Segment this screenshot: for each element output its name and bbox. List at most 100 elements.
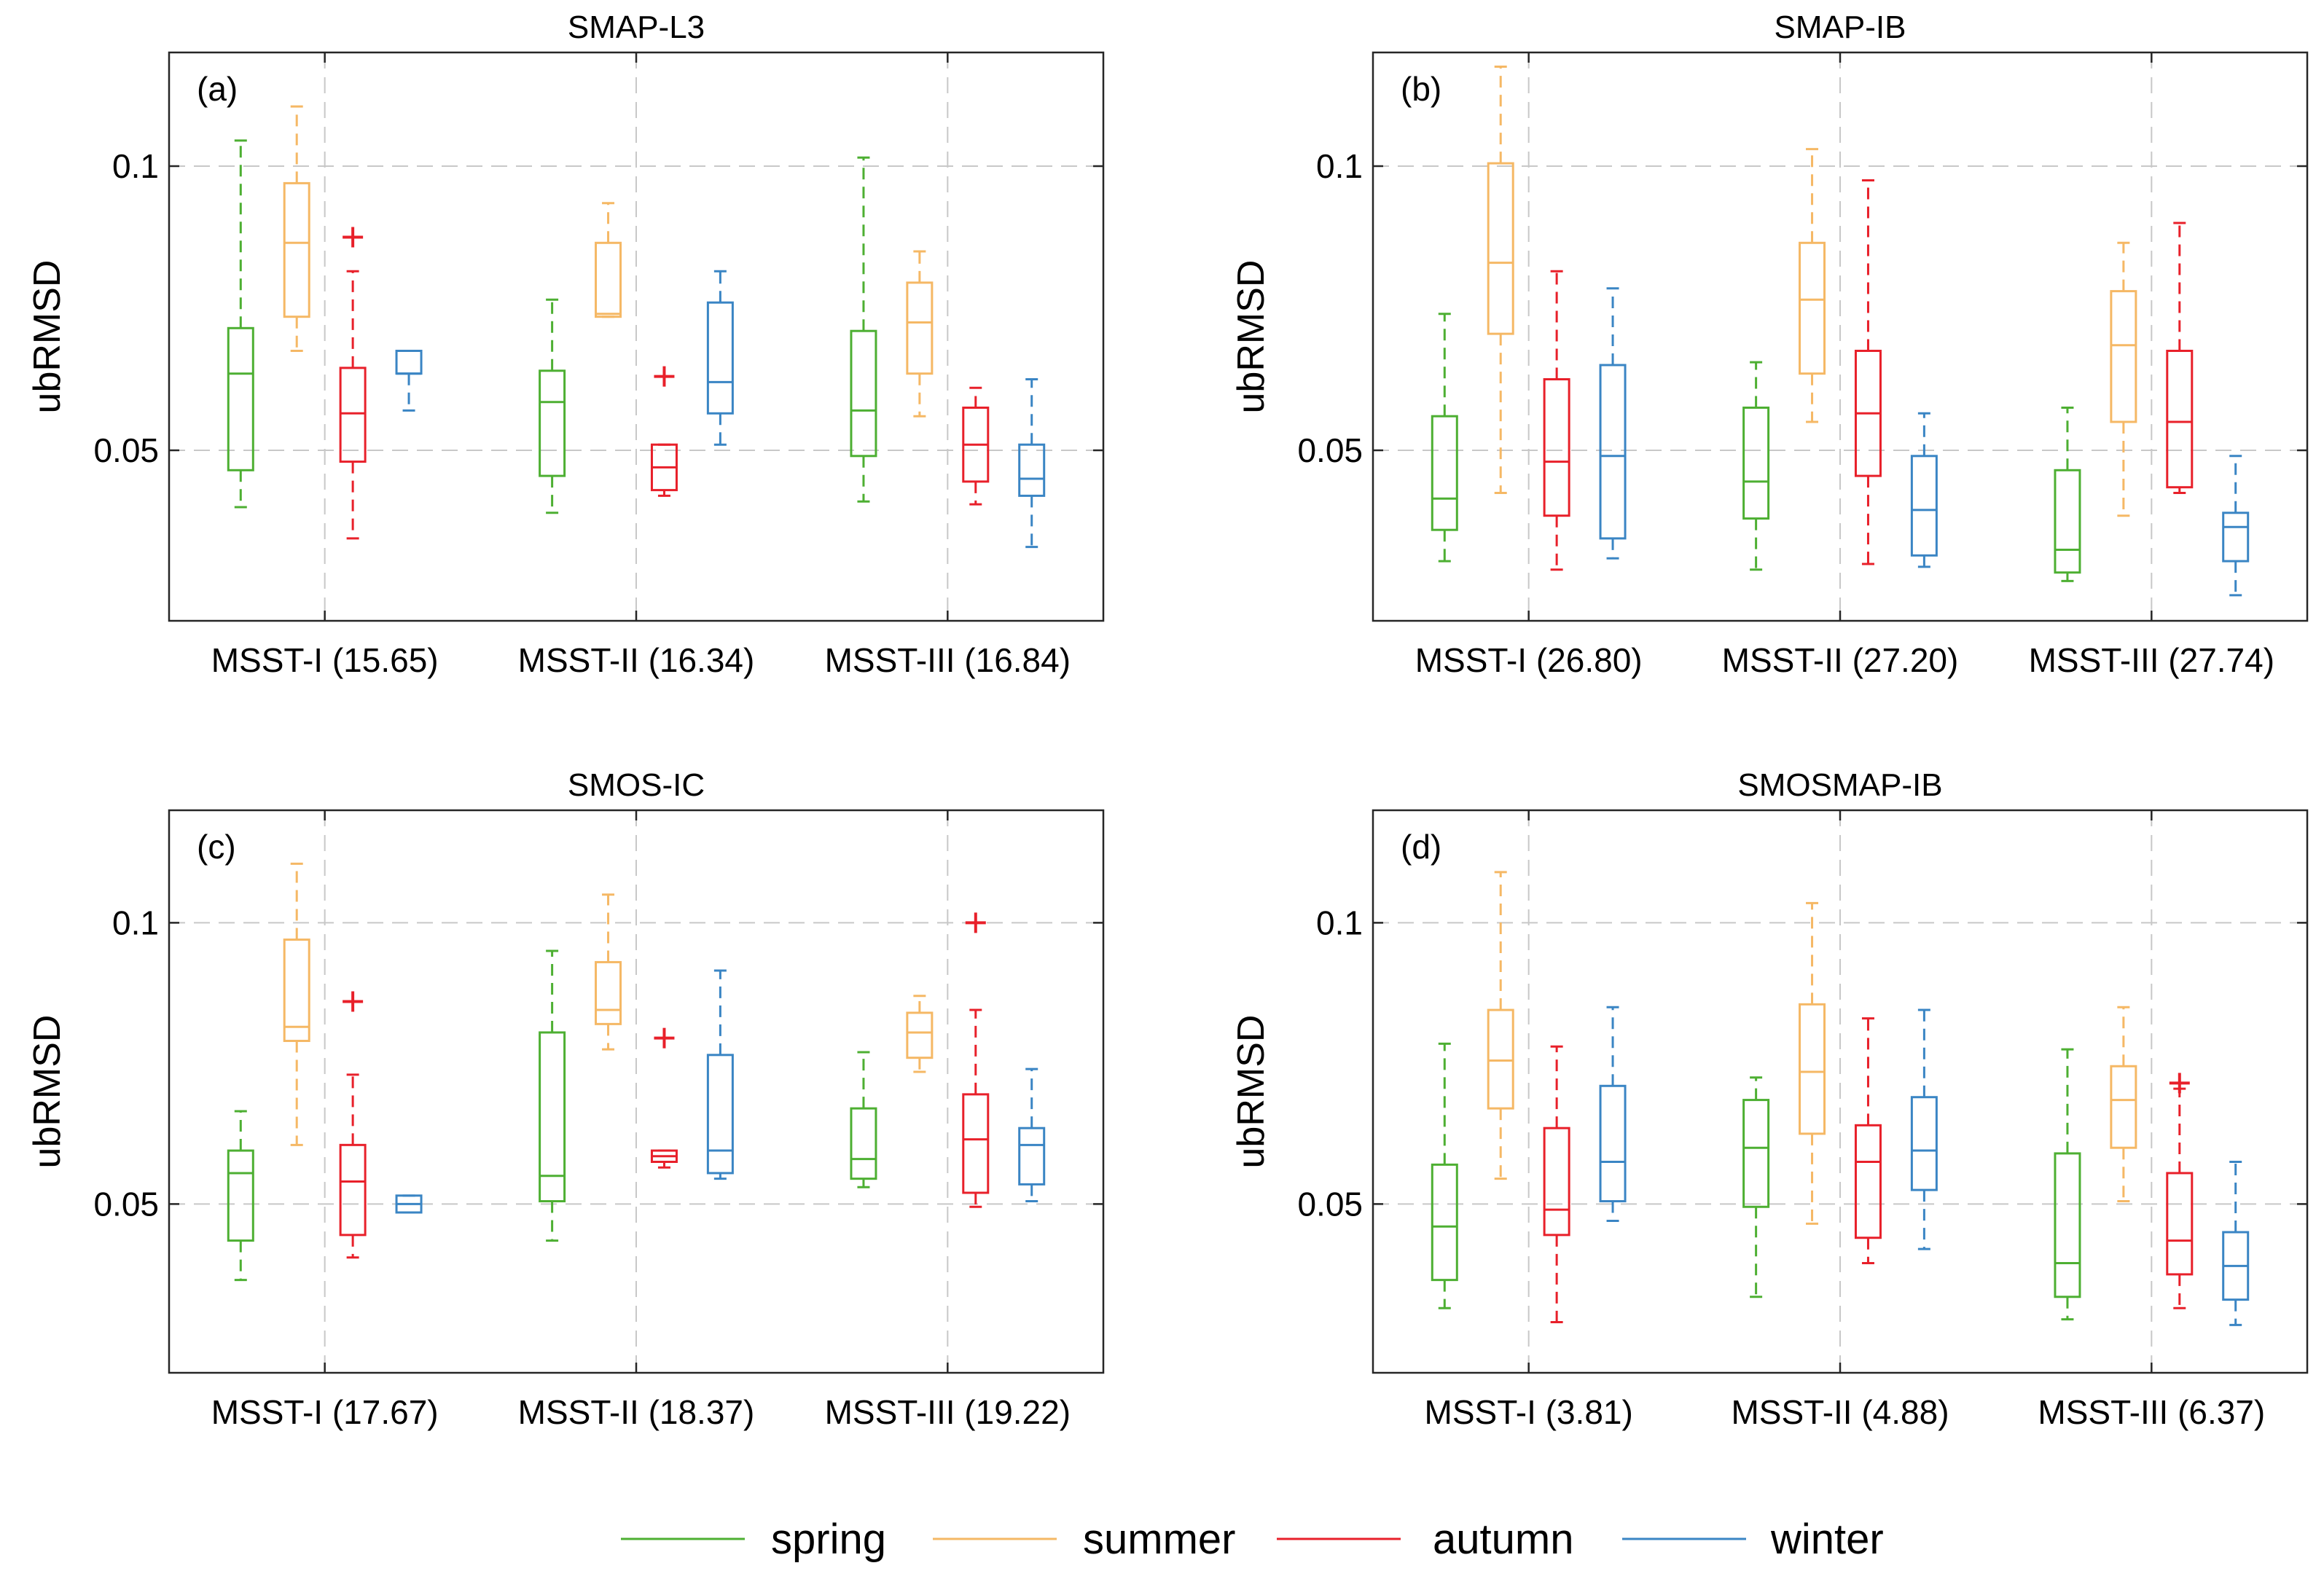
box-spring-3 <box>850 156 877 503</box>
box-spring-3 <box>850 1051 877 1188</box>
box-autumn-2 <box>1854 179 1882 565</box>
box-iqr <box>1487 162 1514 335</box>
ytick-label-2: 0.1 <box>1316 904 1363 941</box>
box-iqr <box>1543 1127 1570 1237</box>
ytick-label-1: 0.05 <box>1297 1185 1363 1223</box>
box-iqr <box>1487 1008 1514 1110</box>
box-iqr <box>339 367 367 463</box>
y-axis-label: ubRMSD <box>1230 1015 1272 1169</box>
box-autumn-2 <box>650 366 678 497</box>
panel-label: (b) <box>1401 70 1441 108</box>
box-summer-3 <box>906 995 934 1073</box>
box-spring-1 <box>227 1110 254 1282</box>
box-iqr <box>227 326 254 471</box>
box-winter-3 <box>1018 1067 1046 1203</box>
box-winter-3 <box>2222 455 2250 597</box>
box-iqr <box>1910 1096 1938 1191</box>
category-label-2: MSST-II (27.20) <box>1722 641 1959 679</box>
box-summer-1 <box>1487 871 1514 1180</box>
category-label-3: MSST-III (16.84) <box>825 641 1071 679</box>
panel-title: SMAP-L3 <box>568 9 705 45</box>
box-iqr <box>2110 1065 2137 1149</box>
box-iqr <box>1599 364 1627 540</box>
box-autumn-1 <box>1543 270 1570 571</box>
category-label-3: MSST-III (19.22) <box>825 1393 1071 1431</box>
outlier-1 <box>654 366 675 387</box>
box-summer-3 <box>906 250 934 418</box>
y-axis-label: ubRMSD <box>1230 260 1272 414</box>
box-iqr <box>2054 1152 2081 1298</box>
box-winter-2 <box>1910 412 1938 568</box>
box-autumn-2 <box>1854 1017 1882 1264</box>
box-summer-2 <box>595 893 622 1051</box>
category-label-1: MSST-I (3.81) <box>1425 1393 1633 1431</box>
box-iqr <box>1854 1124 1882 1239</box>
legend-label-winter: winter <box>1770 1516 1884 1563</box>
outlier-1 <box>343 227 364 248</box>
box-summer-2 <box>1799 901 1826 1225</box>
outlier-1 <box>965 912 986 933</box>
box-iqr <box>1742 1099 1770 1208</box>
box-winter-1 <box>1599 1006 1627 1223</box>
panel-title: SMOS-IC <box>568 767 705 803</box>
box-autumn-3 <box>962 386 990 506</box>
box-iqr <box>706 301 734 415</box>
box-spring-2 <box>539 298 566 514</box>
legend-label-autumn: autumn <box>1433 1516 1573 1563</box>
box-iqr <box>1431 1163 1458 1282</box>
box-iqr <box>962 1093 990 1194</box>
panel-3: 0.05 0.1 MSST-I (17.67) MSST-II (18.37) MSST… <box>26 767 1105 1431</box>
panel-4: 0.05 0.1 MSST-I (3.81) MSST-II (4.88) MSST-I… <box>1230 767 2309 1431</box>
box-spring-1 <box>227 139 254 509</box>
box-winter-1 <box>395 350 423 412</box>
box-autumn-3 <box>962 912 990 1208</box>
box-iqr <box>395 350 423 375</box>
box-winter-3 <box>2222 1161 2250 1326</box>
outlier-1 <box>343 991 364 1012</box>
box-iqr <box>227 1149 254 1242</box>
category-label-2: MSST-II (4.88) <box>1731 1393 1949 1431</box>
box-autumn-1 <box>1543 1045 1570 1324</box>
box-iqr <box>1910 455 1938 557</box>
box-summer-1 <box>283 862 310 1146</box>
panel-label: (a) <box>197 70 238 108</box>
box-iqr <box>1799 1003 1826 1135</box>
box-spring-1 <box>1431 1042 1458 1309</box>
box-iqr <box>2110 290 2137 423</box>
box-iqr <box>1018 1127 1046 1186</box>
legend: spring summer autumn winter <box>621 1516 1884 1563</box>
category-label-1: MSST-I (15.65) <box>211 641 439 679</box>
box-summer-1 <box>283 105 310 352</box>
box-iqr <box>283 939 310 1043</box>
box-autumn-2 <box>650 1027 678 1169</box>
box-spring-2 <box>1742 1076 1770 1298</box>
box-winter-2 <box>1910 1008 1938 1250</box>
ytick-label-2: 0.1 <box>1316 147 1363 185</box>
box-winter-2 <box>706 270 734 446</box>
panel-1: 0.05 0.1 MSST-I (15.65) MSST-II (16.34) MSST… <box>26 9 1105 679</box>
box-spring-1 <box>1431 313 1458 563</box>
ytick-label-1: 0.05 <box>93 431 159 469</box>
box-spring-3 <box>2054 407 2081 582</box>
box-iqr <box>1599 1084 1627 1203</box>
box-iqr <box>595 241 622 318</box>
box-iqr <box>906 281 934 375</box>
box-summer-2 <box>595 202 622 318</box>
y-axis-label: ubRMSD <box>26 1015 69 1169</box>
box-iqr <box>283 181 310 318</box>
box-winter-2 <box>706 969 734 1180</box>
legend-label-spring: spring <box>771 1516 886 1563</box>
box-iqr <box>2222 512 2250 563</box>
category-label-2: MSST-II (16.34) <box>518 641 755 679</box>
ytick-label-2: 0.1 <box>112 904 159 941</box>
box-iqr <box>1799 241 1826 375</box>
outlier-1 <box>654 1027 675 1049</box>
box-summer-2 <box>1799 148 1826 423</box>
legend-label-summer: summer <box>1083 1516 1235 1563</box>
box-winter-1 <box>1599 287 1627 560</box>
box-iqr <box>339 1143 367 1237</box>
box-iqr <box>2054 469 2081 574</box>
category-label-2: MSST-II (18.37) <box>518 1393 755 1431</box>
category-label-1: MSST-I (26.80) <box>1415 641 1643 679</box>
